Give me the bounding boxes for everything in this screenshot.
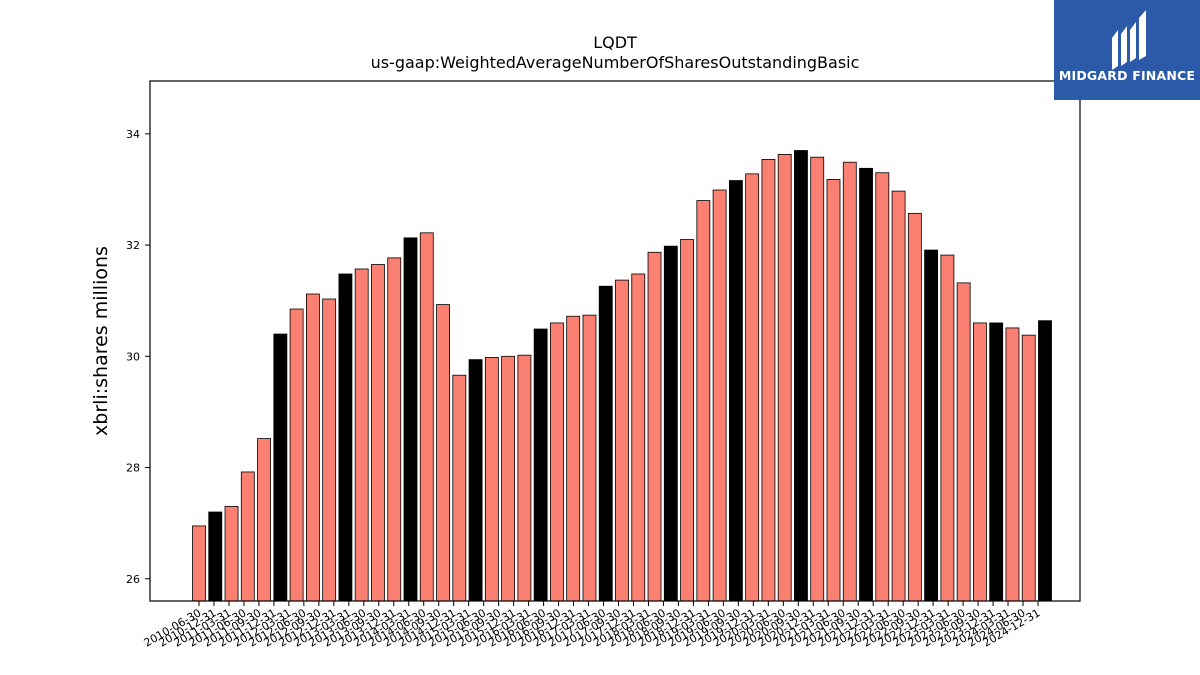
bar — [956, 282, 971, 602]
bar — [452, 374, 467, 602]
bar — [680, 239, 694, 602]
bar — [842, 161, 857, 602]
bar — [501, 355, 516, 602]
bar — [354, 268, 369, 602]
bar — [582, 314, 597, 602]
bar — [566, 315, 581, 602]
bar — [875, 172, 890, 602]
y-axis: 26 28 30 32 34 — [126, 128, 150, 586]
bar — [647, 251, 662, 602]
bar — [631, 273, 646, 602]
bar — [436, 304, 450, 602]
bar — [973, 322, 987, 602]
bar — [777, 154, 792, 602]
bar — [696, 200, 711, 602]
bar — [940, 254, 955, 602]
x-axis: 2010-06-302010-12-312011-03-312011-06-30… — [142, 601, 1043, 650]
bar — [371, 264, 385, 602]
bar — [1021, 334, 1036, 602]
bar — [517, 354, 532, 602]
bar — [1005, 327, 1020, 602]
bar — [728, 180, 743, 602]
bar — [924, 249, 939, 602]
brand-name: MIDGARD FINANCE — [1058, 68, 1196, 83]
bar — [305, 293, 320, 602]
bar — [810, 156, 825, 602]
bar — [1038, 320, 1052, 602]
bar — [745, 173, 760, 602]
y-tick-label: 28 — [126, 462, 140, 475]
brand-logo: MIDGARD FINANCE — [1054, 0, 1200, 100]
bar — [224, 506, 239, 602]
bar — [989, 322, 1004, 602]
bar — [761, 159, 776, 602]
bar — [387, 257, 402, 602]
bar — [289, 308, 304, 602]
y-tick-label: 32 — [126, 239, 140, 252]
bar — [338, 273, 353, 602]
midgard-logo-icon — [1112, 10, 1146, 70]
chart-title: LQDT — [593, 33, 637, 52]
bar — [208, 511, 223, 602]
bar — [891, 190, 906, 602]
y-tick-label: 34 — [126, 128, 140, 141]
bar — [550, 322, 564, 602]
bar — [615, 279, 629, 602]
bar — [273, 333, 288, 602]
bar — [468, 359, 483, 602]
bar — [859, 167, 873, 602]
bar — [192, 525, 206, 602]
bar — [826, 179, 841, 602]
bar — [712, 189, 727, 602]
bar — [419, 232, 434, 602]
bar — [533, 328, 548, 602]
bar — [257, 438, 271, 602]
bar — [403, 237, 418, 602]
bar — [322, 298, 337, 602]
y-tick-label: 30 — [126, 350, 140, 363]
y-tick-label: 26 — [126, 573, 140, 586]
bar — [794, 150, 808, 602]
bar — [663, 245, 678, 602]
bar — [598, 285, 613, 602]
chart-subtitle: us-gaap:WeightedAverageNumberOfSharesOut… — [371, 53, 860, 72]
bar — [240, 471, 255, 602]
y-axis-label: xbrli:shares millions — [90, 246, 112, 436]
bar — [907, 212, 922, 602]
bars-group — [192, 150, 1052, 602]
plot-frame — [149, 80, 1081, 602]
bar — [484, 357, 499, 602]
